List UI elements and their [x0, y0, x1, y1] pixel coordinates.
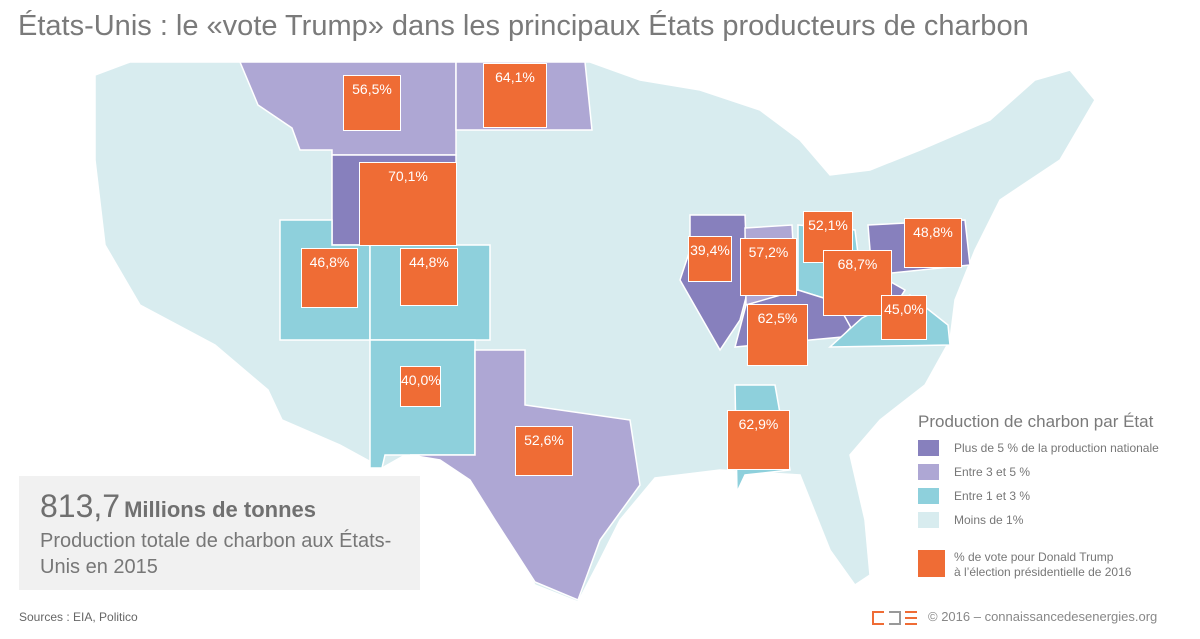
legend-label: Entre 1 et 3 % — [954, 489, 1031, 503]
vote-label-line1: % de vote pour Donald Trump — [954, 550, 1114, 564]
legend-label: % de vote pour Donald Trump à l’élection … — [954, 550, 1131, 580]
stat-value: 813,7 — [40, 488, 121, 524]
stat-description: Production totale de charbon aux États-U… — [40, 530, 392, 578]
page-title: États-Unis : le «vote Trump» dans les pr… — [18, 10, 1029, 42]
vote-box: 46,8% — [301, 248, 358, 308]
copyright: © 2016 – connaissancedesenergies.org — [872, 609, 1157, 625]
vote-box: 40,0% — [400, 366, 441, 407]
legend: Production de charbon par État Plus de 5… — [918, 412, 1159, 579]
vote-box: 56,5% — [343, 75, 401, 131]
swatch — [918, 464, 939, 480]
swatch — [918, 512, 939, 528]
vote-box: 70,1% — [359, 162, 457, 246]
vote-box: 57,2% — [740, 238, 797, 296]
swatch — [918, 550, 945, 577]
vote-box: 52,6% — [515, 426, 573, 476]
total-production-panel: 813,7 Millions de tonnes Production total… — [19, 476, 420, 590]
vote-box: 62,5% — [747, 304, 808, 366]
legend-label: Moins de 1% — [954, 513, 1024, 527]
vote-box: 44,8% — [400, 248, 458, 306]
cde-logo-icon — [872, 610, 917, 625]
legend-label: Entre 3 et 5 % — [954, 465, 1031, 479]
vote-box: 64,1% — [483, 63, 547, 128]
vote-box: 39,4% — [688, 236, 732, 282]
legend-label: Plus de 5 % de la production nationale — [954, 441, 1159, 455]
legend-title: Production de charbon par État — [918, 412, 1154, 431]
vote-box: 48,8% — [904, 218, 962, 268]
sources: Sources : EIA, Politico — [19, 610, 138, 624]
copyright-text: © 2016 – connaissancedesenergies.org — [928, 609, 1158, 624]
swatch — [918, 488, 939, 504]
total-production-value: 813,7 Millions de tonnes — [40, 488, 316, 525]
vote-box: 68,7% — [823, 250, 892, 316]
vote-box: 45,0% — [881, 295, 927, 340]
swatch — [918, 440, 939, 456]
stat-unit: Millions de tonnes — [124, 497, 316, 522]
vote-label-line2: à l’élection présidentielle de 2016 — [954, 565, 1132, 579]
vote-box: 62,9% — [727, 410, 790, 470]
